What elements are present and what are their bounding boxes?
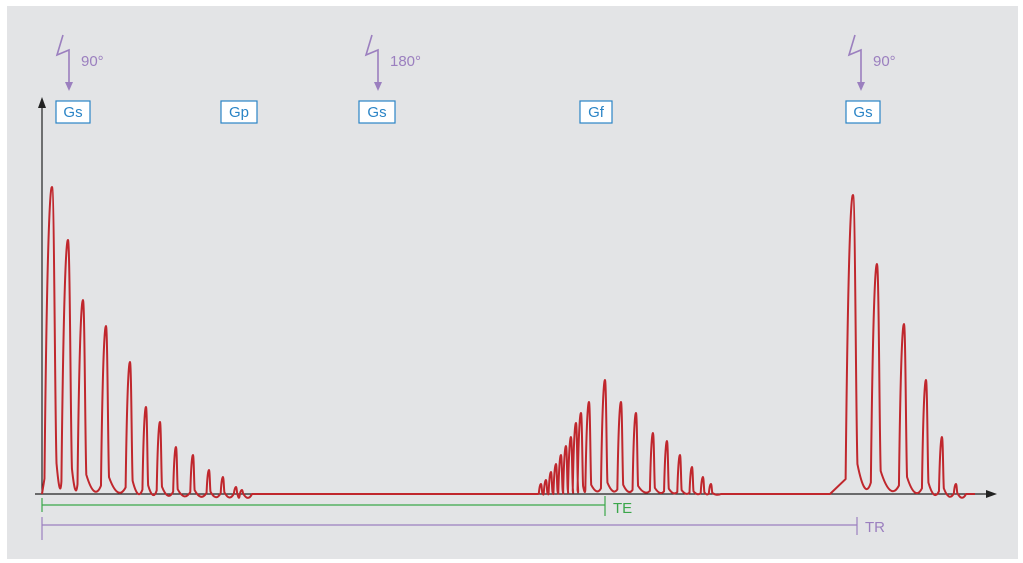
te-label: TE xyxy=(613,500,632,517)
te-interval: TE xyxy=(41,496,632,517)
pulse-label: 90° xyxy=(81,53,104,70)
pulse-label: 180° xyxy=(390,53,421,70)
diagram-panel xyxy=(7,6,1018,559)
gradient-box-slice-3: Gs xyxy=(845,100,881,124)
gradient-label: Gs xyxy=(63,104,82,121)
tr-label: TR xyxy=(865,519,885,536)
x-axis-arrow-icon xyxy=(986,490,997,498)
gradient-box-slice-2: Gs xyxy=(358,100,396,124)
rf-pulse-180: 180° xyxy=(364,34,421,91)
rf-pulse-icon xyxy=(364,34,379,85)
arrow-down-icon xyxy=(65,82,73,91)
gradient-label: Gs xyxy=(853,104,872,121)
gradient-label: Gs xyxy=(367,104,386,121)
tr-interval: TR xyxy=(41,517,885,540)
rf-pulse-90-first: 90° xyxy=(55,34,104,91)
rf-pulse-icon xyxy=(55,34,70,85)
gradient-box-frequency: Gf xyxy=(579,100,613,124)
rf-pulse-icon xyxy=(847,34,862,85)
y-axis-arrow-icon xyxy=(38,97,46,108)
rf-pulse-90-second: 90° xyxy=(847,34,896,91)
gradient-box-slice-1: Gs xyxy=(55,100,91,124)
gradient-label: Gf xyxy=(588,104,605,121)
arrow-down-icon xyxy=(857,82,865,91)
arrow-down-icon xyxy=(374,82,382,91)
pulse-label: 90° xyxy=(873,53,896,70)
gradient-label: Gp xyxy=(229,104,249,121)
gradient-box-phase: Gp xyxy=(220,100,258,124)
signal-trace xyxy=(41,186,975,499)
